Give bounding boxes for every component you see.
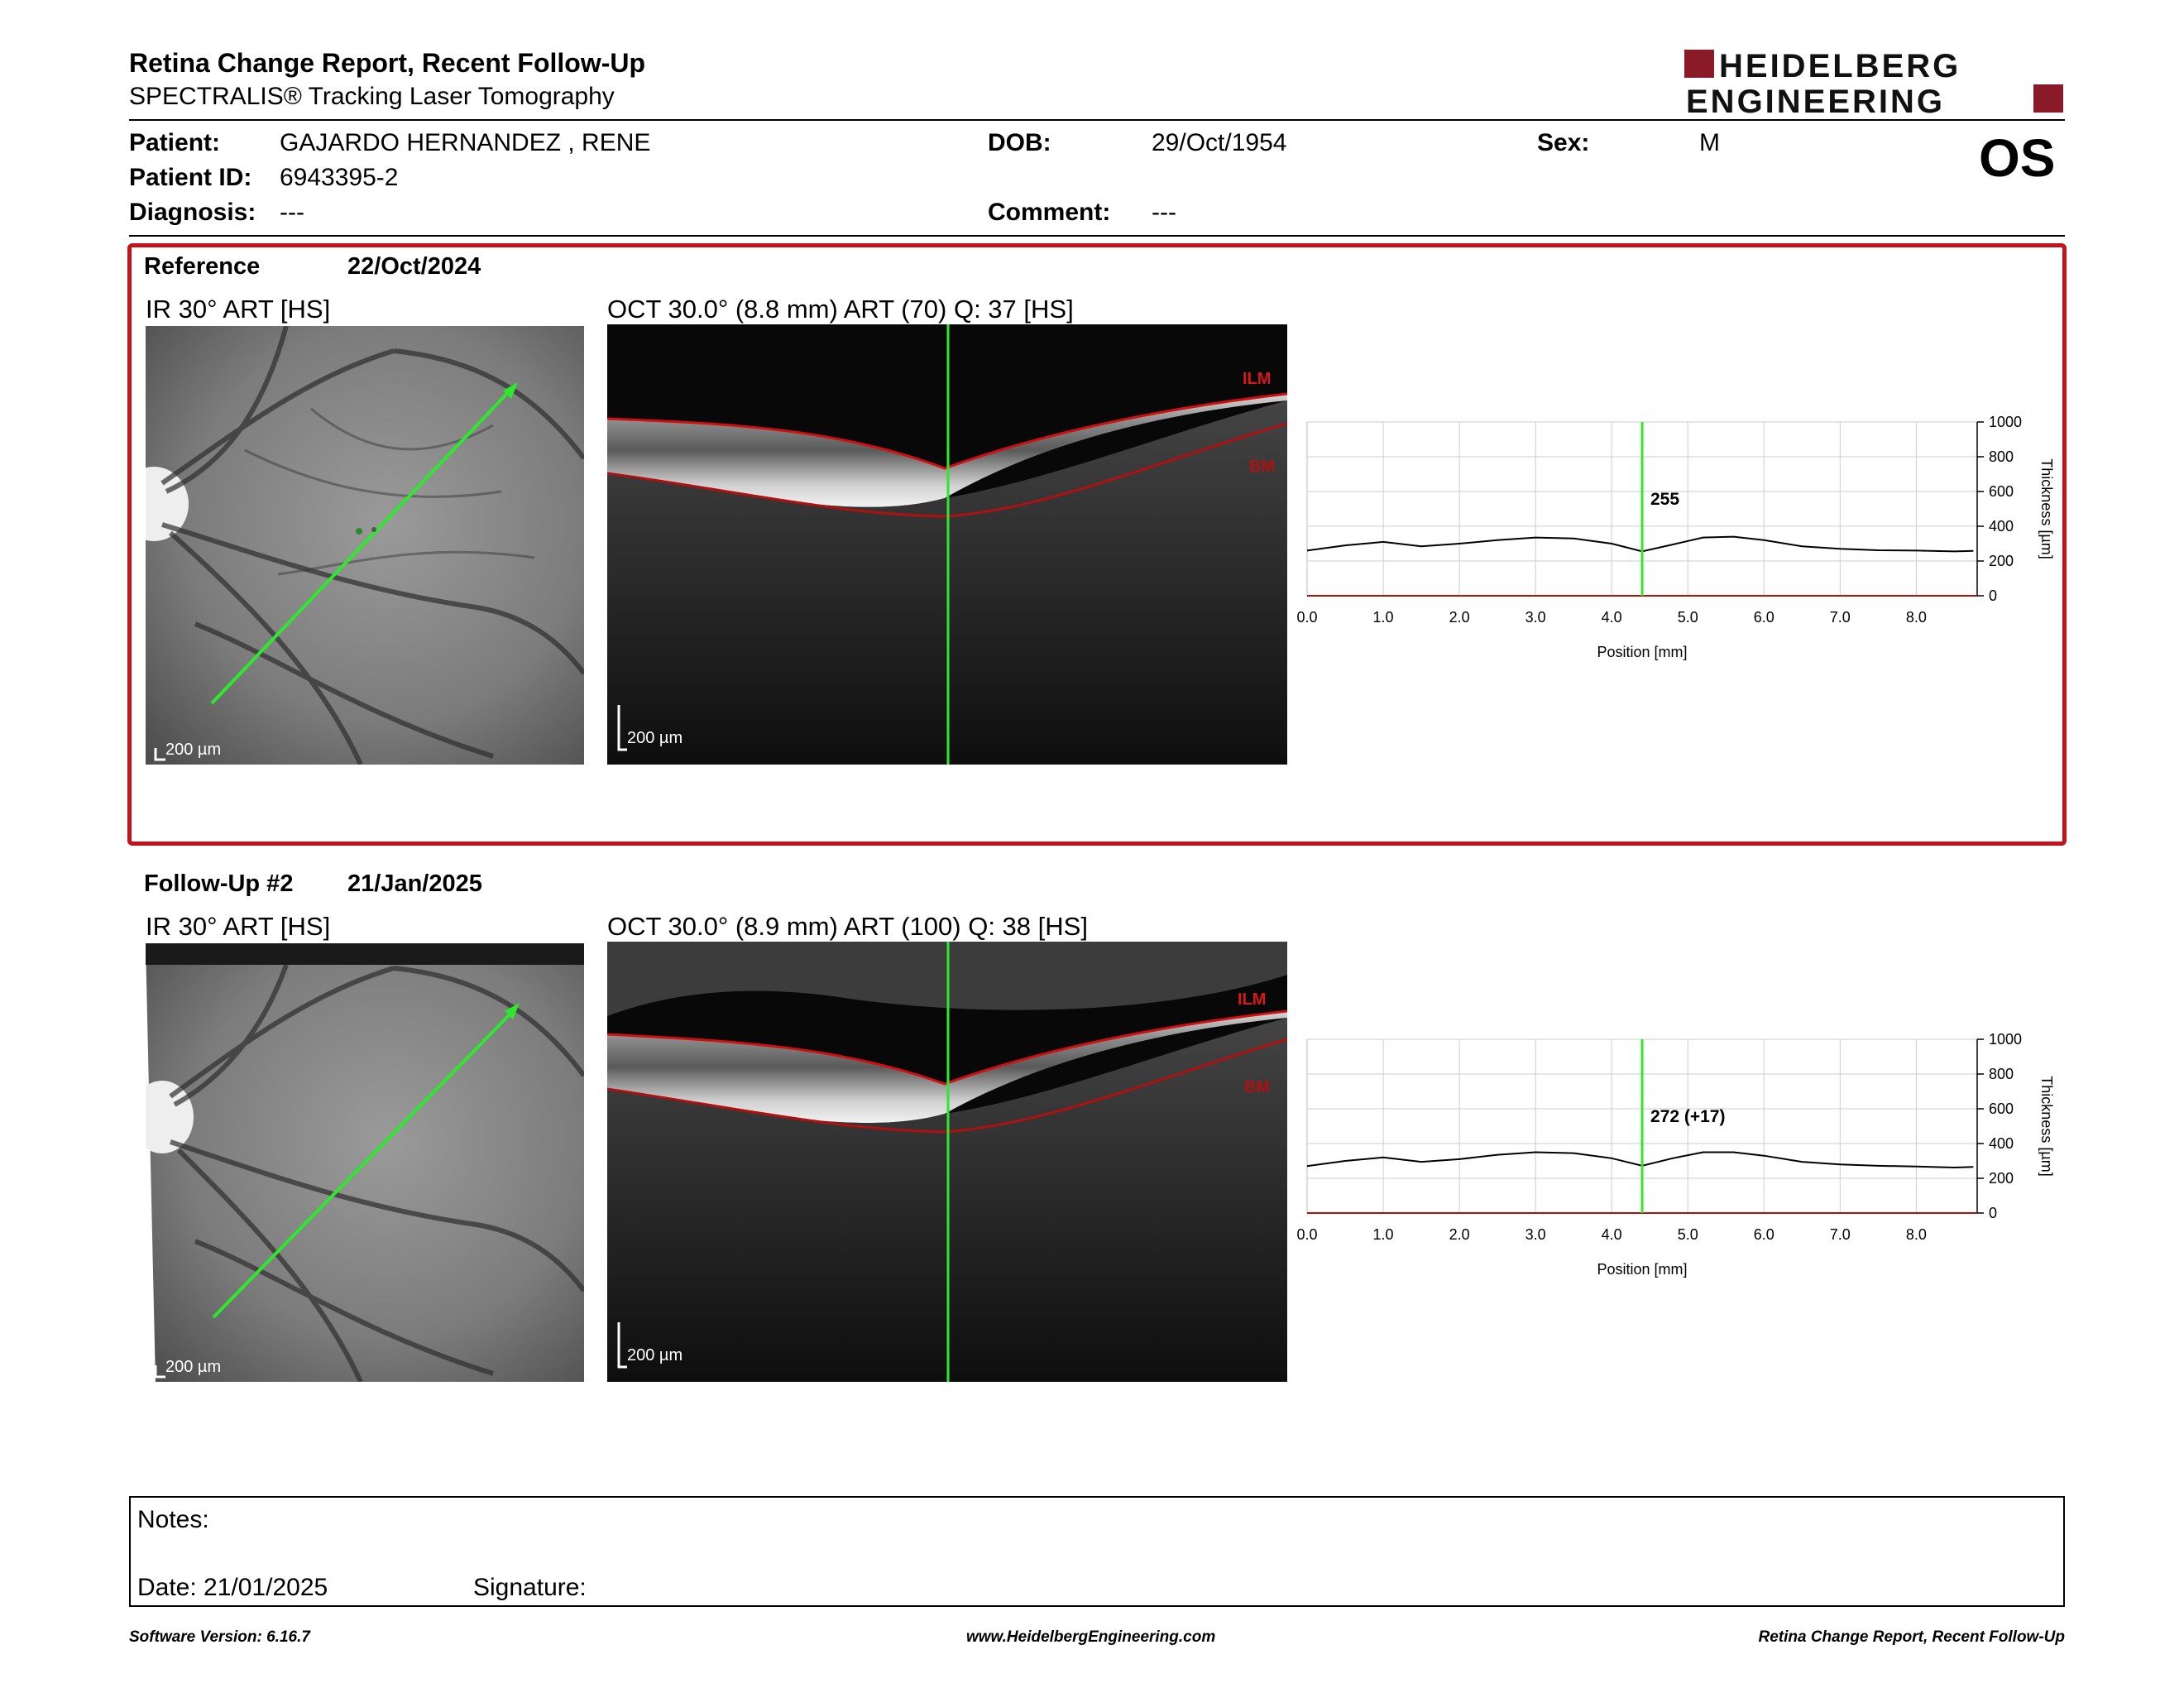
marker-value-label: 272 (+17) <box>1650 1107 1725 1126</box>
footer-website[interactable]: www.HeidelbergEngineering.com <box>966 1628 1216 1646</box>
x-tick-label: 3.0 <box>1525 609 1546 626</box>
x-tick-label: 7.0 <box>1830 1226 1851 1243</box>
followup-date: 21/Jan/2025 <box>347 870 482 897</box>
scan-line <box>210 384 516 705</box>
scale-label: 200 µm <box>165 741 221 759</box>
scale-label: 200 µm <box>165 1358 221 1376</box>
x-tick-label: 6.0 <box>1754 1226 1774 1243</box>
x-axis-label: Position [mm] <box>1597 644 1687 660</box>
x-tick-label: 2.0 <box>1449 1226 1470 1243</box>
reference-oct-caption: OCT 30.0° (8.8 mm) ART (70) Q: 37 [HS] <box>607 295 1074 324</box>
header-divider <box>129 119 2065 121</box>
followup-ir-caption: IR 30° ART [HS] <box>146 912 331 941</box>
signature-label: Signature: <box>473 1574 587 1601</box>
followup-oct-image[interactable]: ILM BM 200 µm <box>607 942 1287 1382</box>
heidelberg-logo: HEIDELBERG ENGINEERING <box>1684 48 2063 116</box>
y-tick-label: 200 <box>1989 1170 2014 1187</box>
comment-value: --- <box>1152 199 1176 226</box>
footer-software-version: Software Version: 6.16.7 <box>129 1628 310 1646</box>
oct-scale-label: 200 µm <box>627 1346 682 1364</box>
patient-divider <box>129 235 2065 237</box>
patient-label: Patient: <box>129 129 221 156</box>
reference-thickness-chart: 0.0 1.0 2.0 3.0 4.0 5.0 6.0 7.0 8.0 0 200 400 600 800… <box>1296 414 2055 660</box>
bm-label: BM <box>1249 458 1275 476</box>
y-tick-label: 1000 <box>1989 414 2022 430</box>
ilm-label: ILM <box>1243 370 1271 388</box>
logo-line1: HEIDELBERG <box>1719 48 1961 84</box>
report-title: Retina Change Report, Recent Follow-Up <box>129 48 646 78</box>
x-axis-label: Position [mm] <box>1597 1261 1687 1278</box>
y-tick-label: 800 <box>1989 448 2014 465</box>
reference-ir-image[interactable]: 200 µm <box>146 326 584 765</box>
reference-label: Reference <box>144 253 261 280</box>
followup-ir-image[interactable]: 200 µm <box>146 943 584 1382</box>
reference-date: 22/Oct/2024 <box>347 253 481 280</box>
thickness-line <box>1306 1151 1974 1169</box>
dob-value: 29/Oct/1954 <box>1152 129 1287 156</box>
x-tick-label: 5.0 <box>1678 1226 1698 1243</box>
followup-oct-caption: OCT 30.0° (8.9 mm) ART (100) Q: 38 [HS] <box>607 912 1088 941</box>
notes-box[interactable]: Notes: Date: 21/01/2025 Signature: <box>129 1496 2065 1607</box>
y-tick-label: 1000 <box>1989 1031 2022 1048</box>
diagnosis-value: --- <box>280 199 304 226</box>
patient-id-label: Patient ID: <box>129 164 252 191</box>
marker-value-label: 255 <box>1650 490 1679 509</box>
x-tick-label: 2.0 <box>1449 609 1470 626</box>
reference-section-frame <box>127 243 2067 846</box>
bm-label: BM <box>1244 1078 1270 1096</box>
diagnosis-label: Diagnosis: <box>129 199 256 226</box>
x-tick-label: 0.0 <box>1296 1226 1317 1243</box>
followup-label: Follow-Up #2 <box>144 870 294 897</box>
y-tick-label: 600 <box>1989 1101 2014 1117</box>
patient-id: 6943395-2 <box>280 164 399 191</box>
y-tick-label: 0 <box>1989 587 1997 604</box>
x-tick-label: 8.0 <box>1906 609 1927 626</box>
report-subtitle: SPECTRALIS® Tracking Laser Tomography <box>129 83 615 110</box>
footer-report-name: Retina Change Report, Recent Follow-Up <box>1758 1628 2065 1646</box>
x-tick-label: 4.0 <box>1602 1226 1622 1243</box>
y-tick-label: 600 <box>1989 483 2014 500</box>
comment-label: Comment: <box>988 199 1111 226</box>
y-tick-label: 800 <box>1989 1066 2014 1082</box>
notes-date: Date: 21/01/2025 <box>137 1574 328 1601</box>
y-tick-label: 400 <box>1989 518 2014 535</box>
x-tick-label: 1.0 <box>1373 1226 1394 1243</box>
dob-label: DOB: <box>988 129 1051 156</box>
sex-label: Sex: <box>1537 129 1590 156</box>
oct-scale-label: 200 µm <box>627 729 682 747</box>
x-tick-label: 3.0 <box>1525 1226 1546 1243</box>
reference-ir-caption: IR 30° ART [HS] <box>146 295 331 324</box>
patient-name: GAJARDO HERNANDEZ , RENE <box>280 129 651 156</box>
x-tick-label: 4.0 <box>1602 609 1622 626</box>
y-tick-label: 200 <box>1989 553 2014 569</box>
eye-indicator: OS <box>1979 128 2056 188</box>
x-tick-label: 7.0 <box>1830 609 1851 626</box>
sex-value: M <box>1699 129 1720 156</box>
logo-line2: ENGINEERING <box>1686 84 1945 116</box>
x-tick-label: 0.0 <box>1296 609 1317 626</box>
x-tick-label: 8.0 <box>1906 1226 1927 1243</box>
y-tick-label: 400 <box>1989 1135 2014 1152</box>
x-tick-label: 1.0 <box>1373 609 1394 626</box>
x-tick-label: 6.0 <box>1754 609 1774 626</box>
thickness-line <box>1306 535 1974 553</box>
x-tick-label: 5.0 <box>1678 609 1698 626</box>
y-tick-label: 0 <box>1989 1205 1997 1221</box>
notes-label: Notes: <box>137 1506 209 1533</box>
followup-thickness-chart: 0.0 1.0 2.0 3.0 4.0 5.0 6.0 7.0 8.0 0 200 400 600 800… <box>1296 1031 2055 1278</box>
y-axis-label: Thickness [µm] <box>2038 458 2055 559</box>
reference-oct-image[interactable]: ILM BM 200 µm <box>607 324 1287 765</box>
ilm-label: ILM <box>1238 990 1266 1009</box>
y-axis-label: Thickness [µm] <box>2038 1076 2055 1176</box>
